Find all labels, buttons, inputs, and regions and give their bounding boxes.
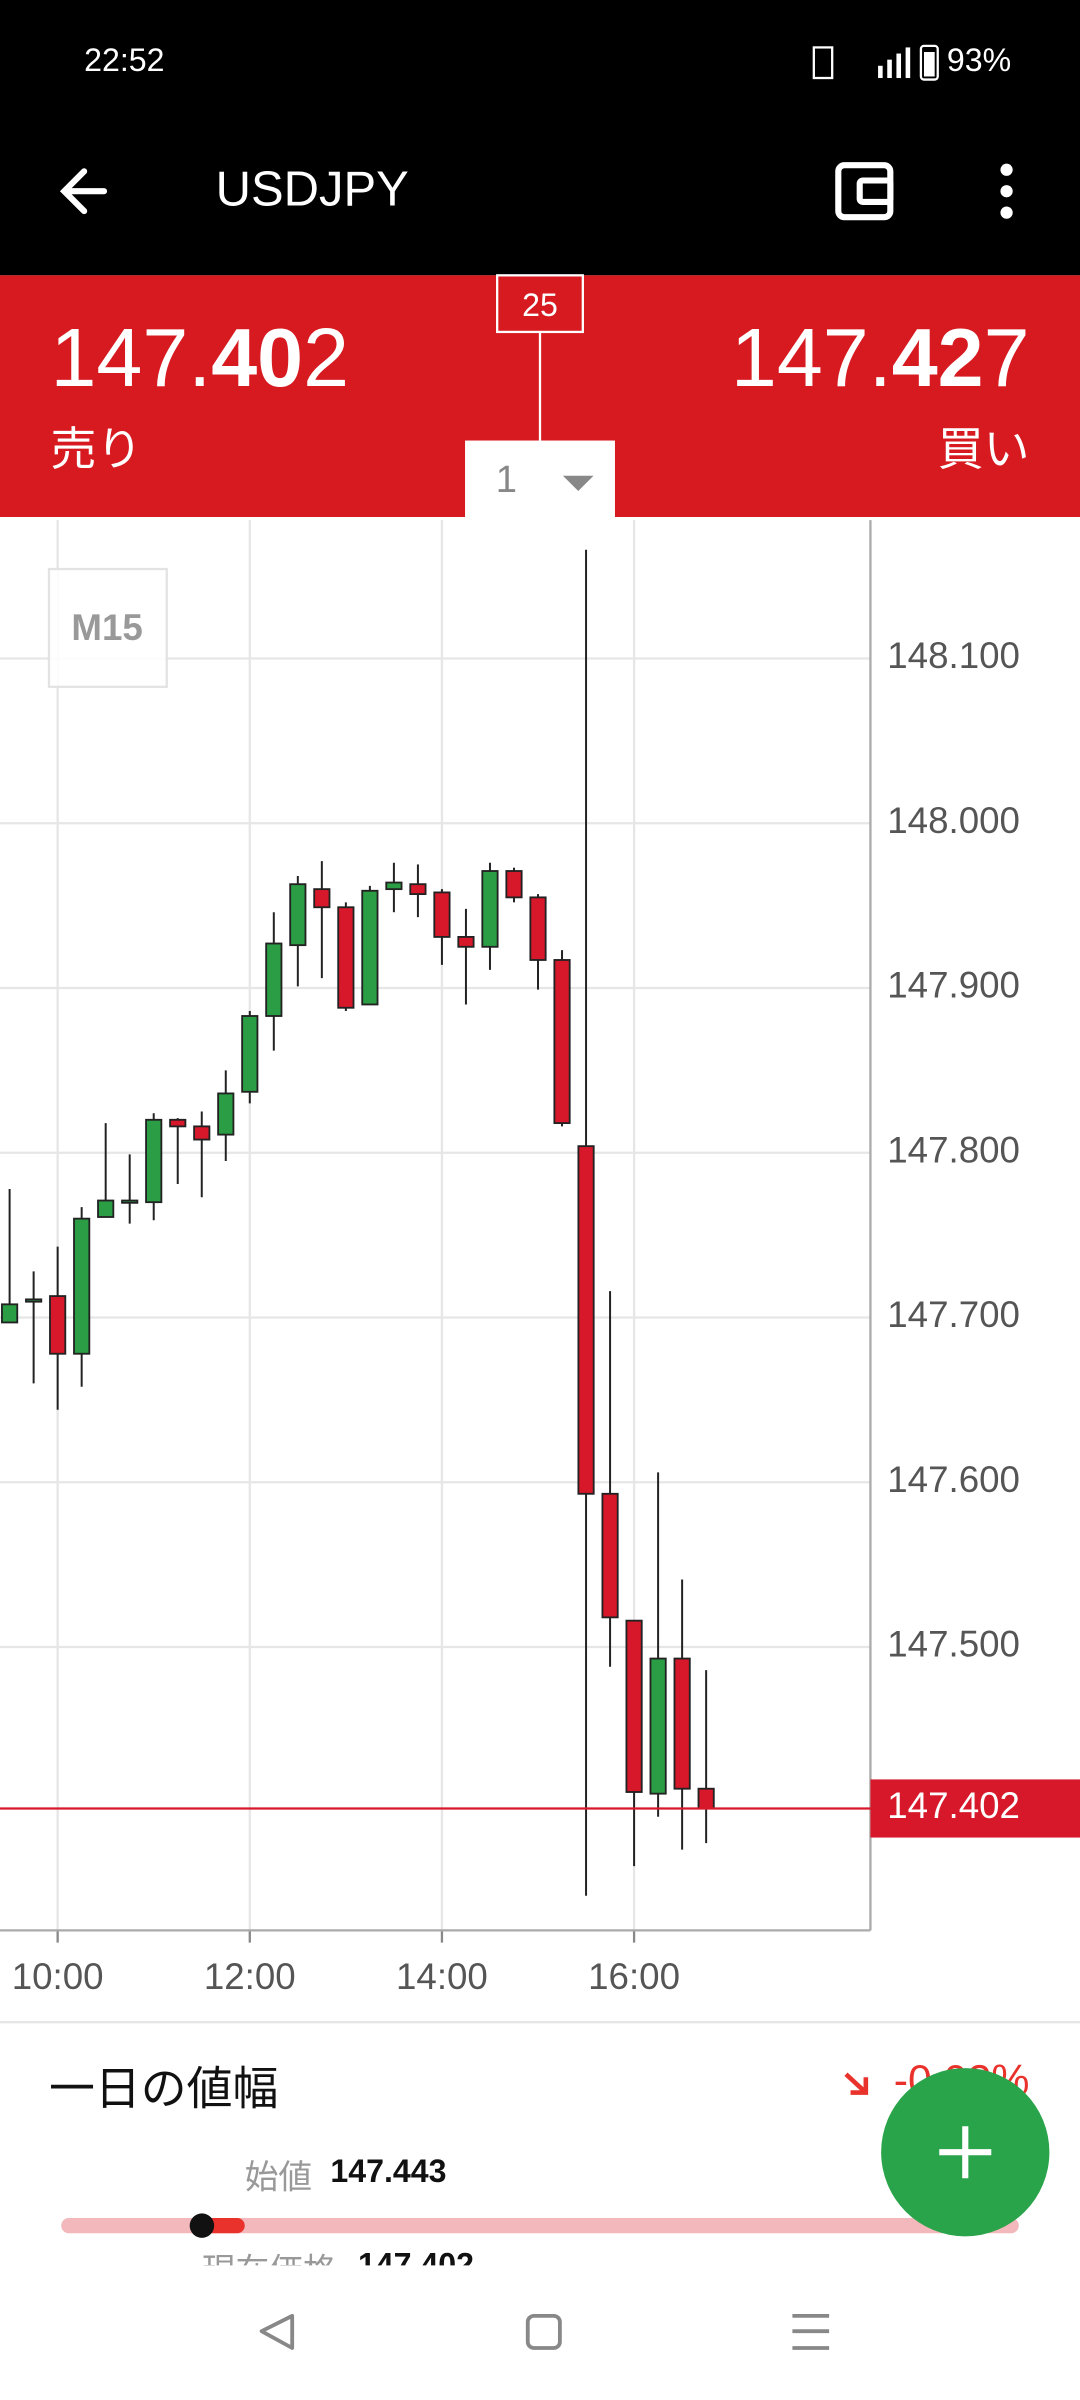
header-title: USDJPY (216, 163, 409, 217)
y-tick-label: 147.700 (887, 1294, 1020, 1335)
nav-back[interactable] (259, 2313, 295, 2350)
x-tick-label: 10:00 (12, 1956, 104, 1997)
open-label: 始値 (245, 2159, 312, 2197)
candle-body (1, 1303, 19, 1324)
daily-range-title: 一日の値幅 (49, 2063, 278, 2115)
candle-body (265, 942, 283, 1017)
spread: 25 (522, 287, 558, 323)
wallet-button[interactable] (835, 162, 894, 221)
buy-price[interactable]: 147.427 (731, 311, 1030, 404)
candle-body (409, 883, 427, 895)
current-price-tag (870, 1779, 1080, 1838)
candle-body (361, 889, 379, 1006)
current-price-label: 147.402 (887, 1785, 1020, 1826)
nav-recents[interactable] (792, 2313, 830, 2350)
candle-body (601, 1492, 619, 1619)
open-value: 147.443 (330, 2153, 446, 2189)
candle-body (457, 935, 475, 948)
candle-body (529, 896, 547, 961)
nav-home[interactable] (525, 2313, 562, 2350)
candle-body (97, 1199, 115, 1218)
signal-icons (812, 44, 939, 81)
dropdown-arrow (562, 475, 594, 492)
timeframe-box[interactable] (47, 567, 168, 688)
range-marker (189, 2213, 215, 2238)
candle-body (313, 888, 331, 909)
candle-body (193, 1125, 211, 1141)
price-part: 147. (50, 311, 211, 404)
timeframe: M15 (71, 607, 142, 648)
y-tick-label: 147.500 (887, 1624, 1020, 1665)
candle-body (337, 906, 355, 1009)
price-part: 42 (892, 311, 984, 404)
x-tick-label: 14:00 (396, 1956, 488, 1997)
price-part: 7 (984, 311, 1030, 404)
y-tick-label: 148.000 (887, 800, 1020, 841)
candle-body (385, 881, 403, 891)
nav-bar (0, 2265, 1080, 2400)
candle-body (577, 1145, 595, 1495)
down-arrow (844, 2072, 869, 2095)
sell-label: 売り (50, 423, 142, 475)
candle-body (649, 1657, 667, 1795)
y-tick-label: 147.600 (887, 1459, 1020, 1500)
range-track (61, 2217, 1019, 2234)
y-tick-label: 148.100 (887, 635, 1020, 676)
candle-body (697, 1787, 715, 1810)
sell-price[interactable]: 147.402 (50, 311, 349, 404)
top-bar (0, 0, 1080, 276)
plot-area (0, 517, 1080, 2023)
candle-body (481, 870, 499, 948)
candle-body (49, 1295, 67, 1355)
price-part: 2 (303, 311, 349, 404)
candle-body (121, 1199, 139, 1204)
candle-body (145, 1118, 163, 1204)
status-time: 22:52 (84, 42, 164, 78)
lot-value: 1 (496, 458, 517, 501)
candle-body (241, 1015, 259, 1093)
candle-body (553, 959, 571, 1125)
candle-body (25, 1298, 43, 1303)
menu-button[interactable] (1000, 163, 1013, 219)
back-button[interactable] (59, 168, 108, 215)
candle-body (673, 1657, 691, 1790)
x-tick-label: 12:00 (204, 1956, 296, 1997)
candle-body (433, 891, 451, 938)
candle-body (73, 1217, 91, 1355)
price-part: 40 (211, 311, 303, 404)
y-tick-label: 147.800 (887, 1129, 1020, 1170)
buy-label: 買い (938, 423, 1030, 475)
candle-body (169, 1118, 187, 1128)
lot-dropdown[interactable] (465, 440, 615, 518)
x-tick-label: 16:00 (588, 1956, 680, 1997)
chart: 147.500 147.600 147.700 147.800 147.900 148.0… (0, 517, 1080, 2023)
candle-body (289, 883, 307, 947)
candle-body (217, 1092, 235, 1136)
spread-box (496, 274, 584, 334)
add-icon (939, 2126, 992, 2179)
candle-body (505, 870, 523, 899)
candle-body (625, 1619, 643, 1793)
y-tick-label: 147.900 (887, 965, 1020, 1006)
price-part: 147. (731, 311, 892, 404)
battery-level: 93% (947, 42, 1011, 78)
